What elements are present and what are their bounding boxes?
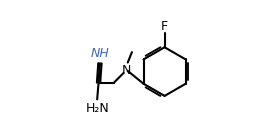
Text: H₂N: H₂N (85, 102, 109, 115)
Text: NH: NH (91, 47, 109, 60)
Text: F: F (161, 20, 168, 33)
Text: N: N (122, 64, 131, 77)
